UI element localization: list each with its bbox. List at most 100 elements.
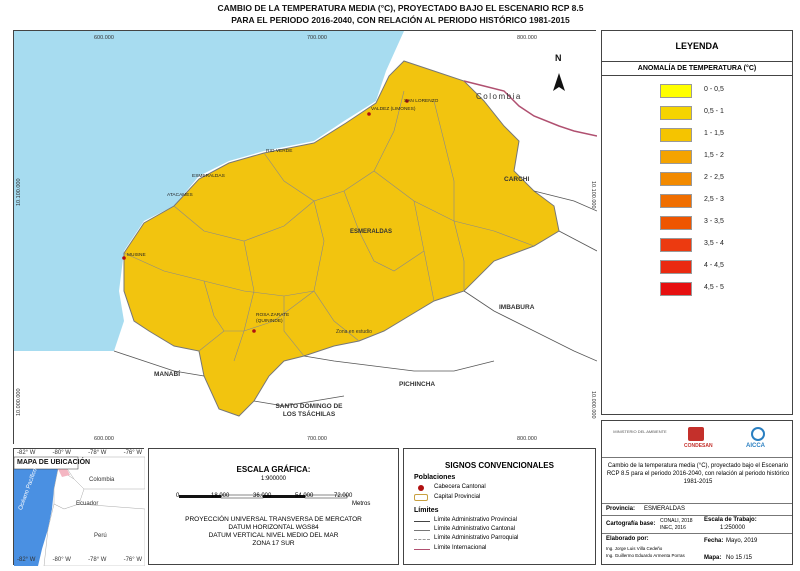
scale-tick: 54.000 (295, 493, 314, 499)
esmeraldas-province (123, 60, 560, 417)
inset-title-box (13, 456, 79, 470)
info-description: Cambio de la temperatura media (°C), pro… (606, 463, 790, 485)
ocean-area (14, 31, 597, 351)
info-cartografia-row: Cartografía base: CONALI, 2018 INEC, 201… (602, 515, 792, 533)
legend-panel: LEYENDA ANOMALÍA DE TEMPERATURA (°C) 0 -… (601, 30, 793, 415)
city-valdez: VALDEZ (LIMONES) (371, 106, 416, 112)
legend-label: 0 - 0,5 (704, 86, 724, 93)
signs-limites: Límites (414, 507, 439, 514)
scale-tick: 36.000 (253, 493, 272, 499)
svg-text:10.100.000: 10.100.000 (590, 181, 596, 209)
city-labels: SAN LORENZO VALDEZ (LIMONES) RIO VERDE E… (122, 98, 439, 333)
svg-text:700.000: 700.000 (307, 436, 327, 442)
canton-boundaries (123, 90, 535, 362)
title-line-1: CAMBIO DE LA TEMPERATURA MEDIA (°C), PRO… (217, 3, 584, 13)
inset-coord: -80° W (52, 450, 71, 456)
legend-swatch (660, 260, 692, 274)
mapa-value: No 15 /15 (726, 555, 753, 561)
cant-limit-symbol-icon (414, 530, 430, 531)
inset-coords-bottom: -82° W -80° W -78° W -76° W (17, 557, 142, 563)
scale-tick: 18.000 (211, 493, 230, 499)
svg-text:600.000: 600.000 (94, 35, 114, 41)
scale-title: ESCALA GRÁFICA: (236, 465, 311, 474)
svg-text:10.100.000: 10.100.000 (16, 178, 22, 206)
provincia-value: ESMERALDAS (644, 506, 686, 512)
label-pichincha: PICHINCHA (399, 381, 435, 388)
main-map: 600.000 700.000 800.000 600.000 700.000 … (13, 30, 598, 445)
prov-limit-symbol-icon (414, 521, 430, 522)
legend-label: 1,5 - 2 (704, 152, 724, 159)
legend-item: 2,5 - 3 (660, 194, 780, 208)
city-marker (252, 329, 256, 333)
legend-item: 0 - 0,5 (660, 84, 780, 98)
projection-line: ZONA 17 SUR (252, 540, 295, 547)
svg-text:N: N (555, 53, 562, 63)
svg-text:10.000.000: 10.000.000 (16, 388, 22, 416)
legend-item: 4 - 4,5 (660, 260, 780, 274)
signs-cant: Límite Administrativo Cantonal (434, 526, 516, 532)
scale-bar (179, 494, 348, 499)
legend-swatch (660, 172, 692, 186)
aicca-logo-icon (751, 427, 765, 441)
legend-item: 1,5 - 2 (660, 150, 780, 164)
map-title: CAMBIO DE LA TEMPERATURA MEDIA (°C), PRO… (8, 2, 793, 26)
inset-coord: -76° W (123, 450, 142, 456)
signs-parr: Límite Administrativo Parroquial (434, 535, 519, 541)
label-manabi: MANABÍ (154, 369, 180, 378)
scale-tick: 72.000 (334, 493, 353, 499)
inset-coord: -78° W (88, 557, 107, 563)
city-marker (122, 256, 126, 260)
inset-esmeraldas (58, 467, 70, 477)
legend-label: 4 - 4,5 (704, 262, 724, 269)
logo-aicca: AICCA (746, 443, 765, 449)
inset-ocean (14, 457, 58, 566)
projection-line: DATUM VERTICAL NIVEL MEDIO DEL MAR (208, 532, 339, 539)
region-labels: Colombia CARCHI IMBABURA PICHINCHA MANAB… (154, 92, 535, 388)
intl-limit-symbol-icon (414, 549, 430, 550)
city-rosa-zarate: ROSA ZARATE (QUININDE) (256, 313, 290, 324)
inset-coord: -82° W (17, 450, 36, 456)
legend-swatch (660, 282, 692, 296)
signs-capital: Capital Provincial (434, 494, 481, 500)
scale-ticks: 0 18.000 36.000 54.000 72.000 Metros (174, 493, 394, 507)
legend-item: 3 - 3,5 (660, 216, 780, 230)
city-rio-verde: RIO VERDE (266, 148, 292, 154)
label-zona-estudio: Zona en estudio (336, 329, 372, 335)
inset-coords-top: -82° W -80° W -78° W -76° W (17, 450, 142, 456)
signs-intl: Límite Internacional (434, 545, 487, 551)
fecha-value: Mayo, 2019 (726, 538, 758, 544)
legend-swatch (660, 150, 692, 164)
logo-condesan: CONDESAN (684, 443, 713, 449)
projection-line: PROYECCIÓN UNIVERSAL TRANSVERSA DE MERCA… (185, 516, 362, 523)
inset-svg (13, 449, 146, 567)
legend-label: 3 - 3,5 (704, 218, 724, 225)
info-description-row: Cambio de la temperatura media (°C), pro… (602, 457, 792, 503)
info-provincia-row: Provincia: ESMERALDAS (602, 503, 792, 515)
north-arrow-icon: N (553, 53, 565, 91)
inset-label-colombia: Colombia (89, 477, 115, 483)
escala-value: 1:250000 (720, 525, 746, 531)
legend-swatch (660, 84, 692, 98)
legend-item: 3,5 - 4 (660, 238, 780, 252)
location-inset-map: -82° W -80° W -78° W -76° W MAPA DE UBIC… (13, 448, 146, 567)
svg-text:800.000: 800.000 (517, 436, 537, 442)
legend-label: 1 - 1,5 (704, 130, 724, 137)
inset-label-ecuador: Ecuador (76, 501, 99, 507)
scale-tick: 0 (176, 493, 180, 499)
legend-swatch (660, 128, 692, 142)
capital-symbol-icon (414, 494, 428, 501)
city-san-lorenzo: SAN LORENZO (404, 98, 439, 104)
label-esmeraldas-province: ESMERALDAS (350, 229, 392, 235)
scale-unit: Metros (352, 501, 371, 507)
inset-coord: -80° W (52, 557, 71, 563)
svg-text:10.000.000: 10.000.000 (590, 391, 596, 419)
conventional-signs-panel: SIGNOS CONVENCIONALES Poblaciones Cabece… (403, 448, 596, 565)
signs-title: SIGNOS CONVENCIONALES (445, 461, 554, 470)
signs-cabecera: Cabecera Cantonal (434, 484, 486, 490)
projection-info: PROYECCIÓN UNIVERSAL TRANSVERSA DE MERCA… (149, 516, 398, 548)
legend-swatch (660, 194, 692, 208)
city-atacames: ATACAMES (167, 192, 193, 198)
logo-ministerio: MINISTERIO DEL AMBIENTE (613, 429, 667, 434)
signs-poblaciones: Poblaciones (414, 474, 456, 481)
inset-title: MAPA DE UBICACIÓN (17, 459, 91, 466)
